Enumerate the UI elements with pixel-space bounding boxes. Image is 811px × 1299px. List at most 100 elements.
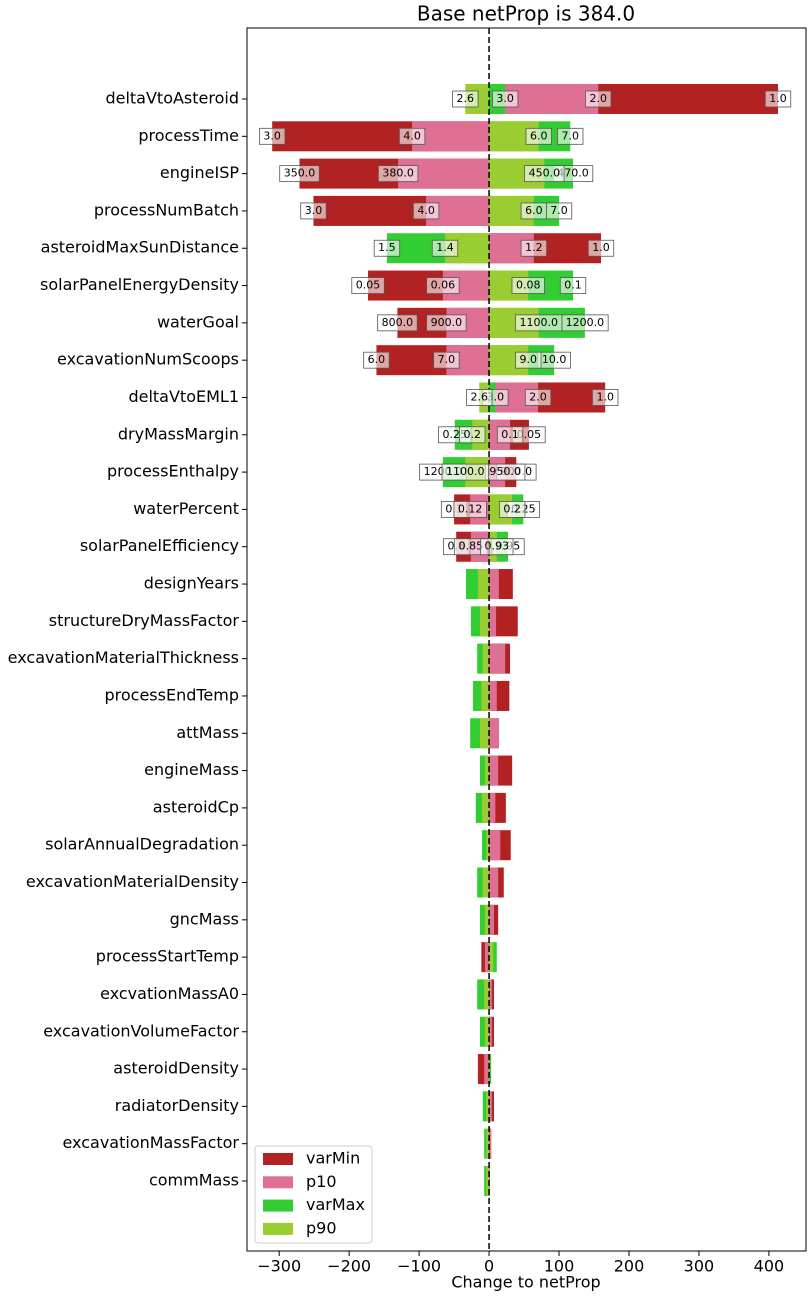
bar	[489, 1091, 492, 1122]
bar-label-group: 1.2	[520, 239, 547, 257]
bar-label: 0.06	[431, 279, 456, 292]
bar-label: 0.93	[485, 540, 510, 553]
bar-label: 6.0	[530, 129, 548, 142]
bar	[489, 792, 496, 823]
bar-label-box	[377, 314, 418, 332]
y-tick-label: processTime	[138, 126, 239, 145]
bar-label-group: 800.0	[377, 314, 418, 332]
bar-label: 6.0	[525, 204, 543, 217]
bar-label-group: 450.0	[524, 165, 565, 183]
bar-label-box	[398, 127, 426, 145]
bar-label: 1.2	[525, 241, 543, 254]
bar-label-box	[351, 277, 385, 294]
y-tick-label: excavationNumScoops	[57, 350, 239, 369]
bar	[489, 1128, 492, 1159]
bar-label-group: 4.0	[412, 202, 440, 220]
bar-label-group: 1200.0	[561, 314, 609, 332]
y-tick-label: solarPanelEnergyDensity	[40, 275, 239, 294]
y-tick-label: excvationMassA0	[100, 984, 239, 1003]
bar-label-group: 0.06	[426, 277, 460, 294]
bar-label-group: 6.0	[525, 127, 552, 145]
x-tick-label: 100	[544, 1257, 575, 1276]
bar-label: 3.0	[305, 204, 323, 217]
bar-label-box	[559, 277, 587, 294]
bar-label: 1.5	[378, 241, 396, 254]
bar-label: 0.05	[356, 279, 381, 292]
bar	[482, 867, 490, 898]
bar-label-box	[492, 90, 519, 108]
bar-label: 0.2	[464, 428, 482, 441]
bar-label-group: 0.2	[499, 501, 526, 518]
bar	[489, 1054, 492, 1085]
bar-label: 1100.0	[519, 316, 558, 329]
bar-label-group: 2.6	[452, 90, 479, 108]
bar-label: 0.85	[459, 540, 484, 553]
bar-label: 0.12	[458, 502, 483, 515]
bar-label: 800.0	[382, 316, 414, 329]
bar	[486, 1165, 490, 1196]
bar-label: 9.0	[519, 353, 537, 366]
y-tick-label: waterPercent	[133, 499, 239, 518]
bar-label-box	[585, 90, 612, 108]
bar-label: 10.0	[542, 353, 567, 366]
bar-label-group: 900.0	[426, 314, 467, 332]
x-tick-label: 300	[684, 1257, 715, 1276]
y-tick-label: engineMass	[144, 760, 239, 779]
bar	[489, 1016, 492, 1047]
bar	[479, 755, 490, 786]
bar	[489, 680, 497, 711]
bar-label: 1.0	[592, 241, 610, 254]
bar-label: 7.0	[550, 204, 568, 217]
bar	[482, 643, 490, 674]
bar-label-group: 1.0	[592, 389, 619, 406]
bar	[484, 1016, 490, 1047]
bar-label: 2.0	[589, 92, 607, 105]
bar-label: 450.0	[529, 167, 561, 180]
bar	[484, 755, 490, 786]
bar	[477, 1054, 490, 1085]
bar	[484, 942, 490, 973]
bar-label: 470.0	[557, 167, 589, 180]
y-tick-label: dryMassMargin	[118, 424, 239, 443]
y-tick-label: solarPanelEfficiency	[80, 536, 239, 555]
x-tick-label: −100	[397, 1257, 441, 1276]
bar-label: 6.0	[368, 353, 386, 366]
legend-label: p10	[306, 1172, 337, 1191]
bar-label-box	[412, 202, 440, 220]
bar-label-box	[279, 165, 320, 183]
bar-label-box	[426, 314, 467, 332]
bar-label-group: 1100.0	[515, 314, 563, 332]
bar	[486, 1128, 490, 1159]
bar-label-box	[557, 127, 584, 145]
bar-label: 380.0	[382, 167, 414, 180]
legend-label: p90	[306, 1218, 337, 1237]
x-tick-label: −200	[327, 1257, 371, 1276]
bar-label-group: 950.0	[485, 463, 526, 481]
bar-label-box	[592, 389, 619, 406]
y-tick-label: waterGoal	[157, 312, 239, 331]
bar-label-box	[373, 239, 401, 257]
bar-label-box	[480, 538, 514, 556]
y-tick-label: deltaVtoEML1	[128, 387, 239, 406]
bar-label: 1100.0	[446, 465, 485, 478]
bar-label-group: 2.6	[466, 389, 493, 406]
bar-label-group: 6.0	[363, 351, 390, 369]
y-tick-label: processStartTemp	[96, 947, 239, 966]
bar-label-box	[300, 202, 327, 220]
bar-label-box	[466, 389, 493, 406]
legend-swatch	[263, 1176, 293, 1189]
bar-label-box	[524, 165, 565, 183]
bar-label: 3.0	[496, 92, 514, 105]
bar-label-group: 4.0	[398, 127, 426, 145]
bar-label-group: 0.2	[459, 426, 486, 444]
bar-label-box	[525, 127, 552, 145]
bar-label-group: 10.0	[537, 351, 571, 369]
bar	[489, 979, 492, 1010]
y-tick-label: excavationVolumeFactor	[43, 1021, 239, 1040]
x-tick-label: −300	[257, 1257, 301, 1276]
bar-label: 0.1	[564, 279, 582, 292]
bar-label: 3.0	[263, 129, 281, 142]
x-tick-label: 200	[614, 1257, 645, 1276]
y-tick-label: asteroidMaxSunDistance	[41, 238, 239, 257]
y-tick-label: excavationMaterialDensity	[26, 872, 239, 891]
